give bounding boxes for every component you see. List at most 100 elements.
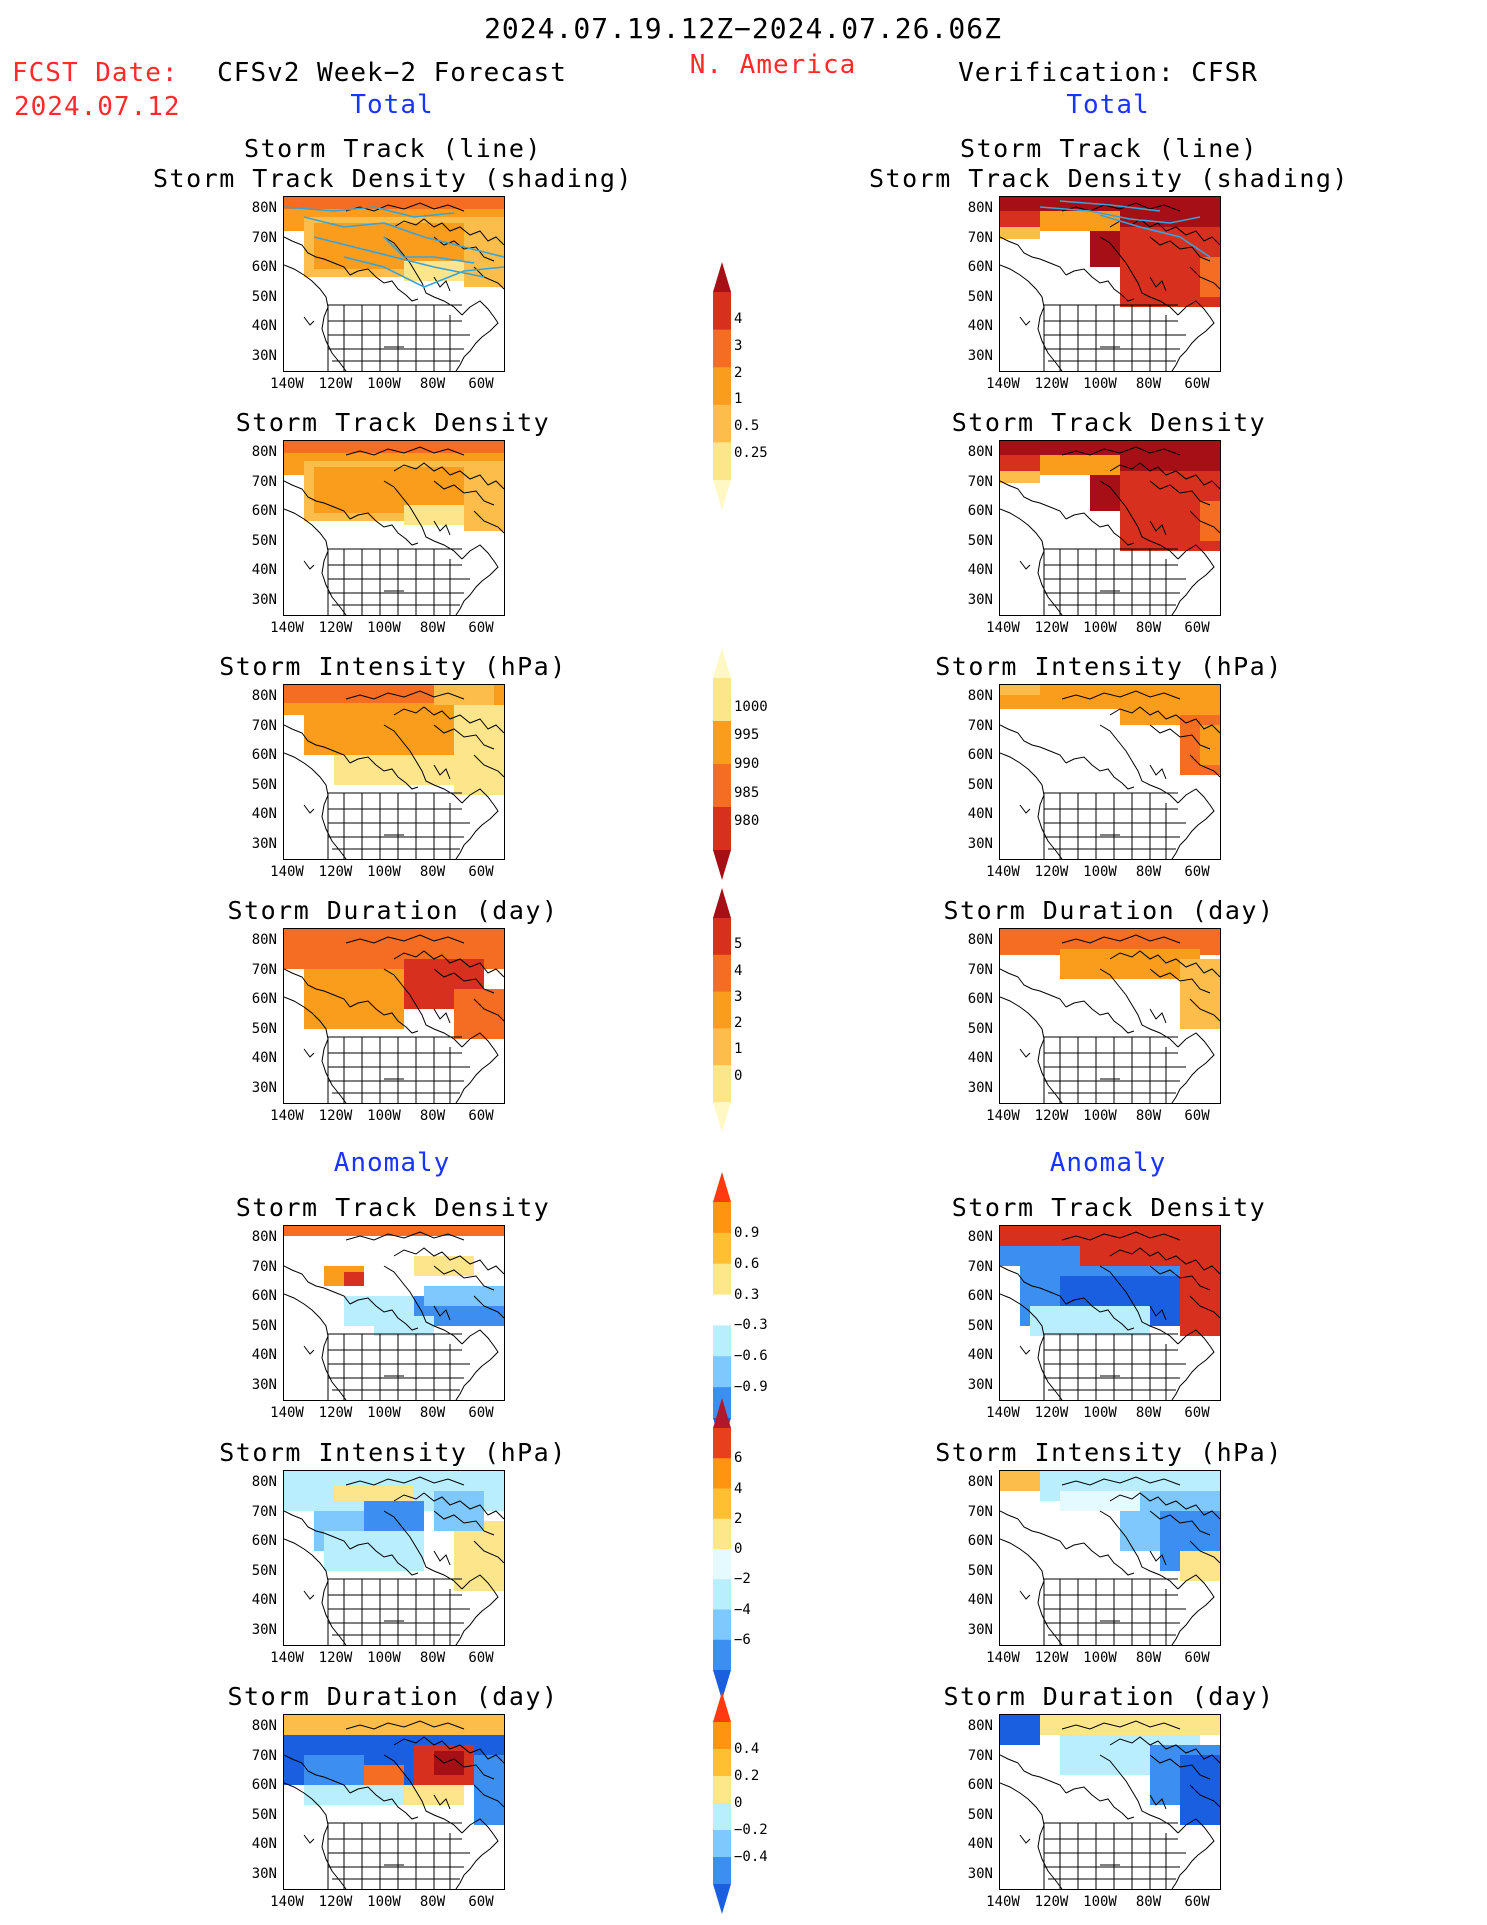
- lon-tick-label: 100W: [1083, 376, 1117, 392]
- shading-cell: [424, 1286, 504, 1306]
- coastline: [1065, 1542, 1135, 1576]
- coastline: [345, 1476, 465, 1486]
- shading-cell: [1040, 455, 1120, 475]
- panel-title: Storm Track (line): [960, 134, 1258, 163]
- lat-tick-label: 70N: [251, 1503, 277, 1520]
- colorbar-tick-label: −2: [734, 1571, 751, 1588]
- lon-tick-label: 80W: [419, 620, 446, 636]
- coastline: [327, 1037, 451, 1103]
- lat-tick-label: 80N: [967, 688, 993, 704]
- colorbar-tick-label: 0.6: [734, 1255, 760, 1272]
- lat-tick-label: 60N: [967, 503, 993, 519]
- coastline: [393, 1492, 504, 1520]
- coastline: [1070, 1066, 1120, 1080]
- verification-map-6: [999, 1470, 1221, 1646]
- shading-cell: [334, 1485, 414, 1501]
- colorbar-tick-label: 4: [734, 1480, 743, 1497]
- forecast-map-7: [283, 1714, 505, 1890]
- coastline: [349, 1000, 419, 1034]
- shading-cell: [1200, 501, 1220, 541]
- coastline: [455, 1032, 499, 1103]
- colorbar-segment: [713, 1356, 731, 1388]
- lon-tick-label: 100W: [367, 1108, 401, 1124]
- colorbar-tick-label: 995: [734, 727, 760, 744]
- storm-track-line: [313, 236, 485, 278]
- map-canvas: [1000, 685, 1220, 859]
- colorbar-top-arrow: [713, 262, 731, 292]
- colorbar-segment: [713, 1263, 731, 1296]
- coastline: [1149, 724, 1211, 750]
- lat-tick-label: 60N: [251, 503, 277, 519]
- lon-tick-label: 140W: [270, 620, 304, 636]
- panel-title: Storm Track Density: [235, 1193, 551, 1222]
- coastline: [327, 1823, 451, 1889]
- shading-cell: [434, 685, 494, 705]
- panel-title: Storm Duration (day): [227, 1682, 559, 1711]
- coastline: [1149, 480, 1211, 506]
- colorbar-tick-label: 2: [734, 1015, 743, 1032]
- lon-tick-label: 120W: [318, 1405, 353, 1421]
- coastline: [1171, 1818, 1215, 1889]
- lat-tick-label: 50N: [251, 288, 277, 305]
- coastline: [327, 1579, 451, 1645]
- coastline: [354, 1066, 404, 1080]
- coastline: [1065, 1000, 1135, 1034]
- colorbar-duration-anom: [713, 1692, 731, 1914]
- left-anomaly-label: Anomaly: [333, 1148, 451, 1178]
- colorbar-intensity-anom: [713, 1398, 731, 1700]
- colorbar-tick-label: 1000: [734, 698, 768, 715]
- map-canvas: [284, 197, 504, 371]
- coastline: [473, 998, 504, 1022]
- shading-cell: [344, 475, 464, 505]
- shading-cell: [284, 441, 504, 453]
- coastline: [455, 788, 499, 859]
- coastline: [354, 334, 404, 348]
- lon-tick-label: 140W: [986, 1108, 1020, 1124]
- coastline: [328, 1349, 470, 1391]
- colorbar-tick-label: 2: [734, 364, 743, 381]
- shading-cell: [1000, 685, 1040, 695]
- coastline: [349, 1542, 419, 1576]
- lat-tick-label: 30N: [967, 1376, 993, 1393]
- coastline: [383, 968, 463, 1048]
- lat-tick-label: 30N: [251, 1621, 277, 1638]
- lon-tick-label: 120W: [318, 1108, 353, 1124]
- lat-tick-label: 30N: [967, 591, 993, 608]
- lat-tick-label: 50N: [967, 1020, 993, 1037]
- colorbar-segment: [713, 1232, 731, 1265]
- coastline: [455, 300, 499, 371]
- colorbar-segment: [713, 1488, 731, 1520]
- coastline: [1109, 706, 1220, 734]
- coastline: [1070, 1363, 1120, 1377]
- coastline: [1043, 1334, 1167, 1400]
- coastline: [1099, 236, 1179, 316]
- shading-cell: [334, 755, 454, 785]
- lat-tick-label: 30N: [251, 1865, 277, 1882]
- shading-cell: [1000, 1715, 1040, 1745]
- lat-tick-label: 70N: [967, 1503, 993, 1520]
- lon-tick-label: 80W: [419, 376, 446, 392]
- coastline: [433, 236, 495, 262]
- coastline: [1189, 510, 1220, 534]
- colorbar-segment: [713, 1609, 731, 1641]
- coastline: [1149, 1550, 1167, 1566]
- coastline: [393, 706, 504, 734]
- coastline: [354, 1608, 404, 1622]
- coastline: [1189, 754, 1220, 778]
- colorbar-top-arrow: [713, 648, 731, 678]
- coastline: [1070, 334, 1120, 348]
- colorbar-segment: [713, 954, 731, 993]
- shading-cell: [364, 1765, 404, 1785]
- colorbar-segment: [713, 442, 731, 481]
- right-total-label: Total: [1066, 90, 1150, 120]
- lat-tick-label: 70N: [251, 229, 277, 246]
- colorbar-segment: [713, 1458, 731, 1489]
- lat-tick-label: 30N: [251, 347, 277, 364]
- coastline: [1171, 1574, 1215, 1645]
- lat-tick-label: 60N: [251, 1533, 277, 1549]
- lon-tick-label: 140W: [270, 1894, 304, 1910]
- coastline: [1171, 788, 1215, 859]
- coastline: [354, 822, 404, 836]
- lon-tick-label: 100W: [367, 1650, 401, 1666]
- right-anomaly-label: Anomaly: [1049, 1148, 1167, 1178]
